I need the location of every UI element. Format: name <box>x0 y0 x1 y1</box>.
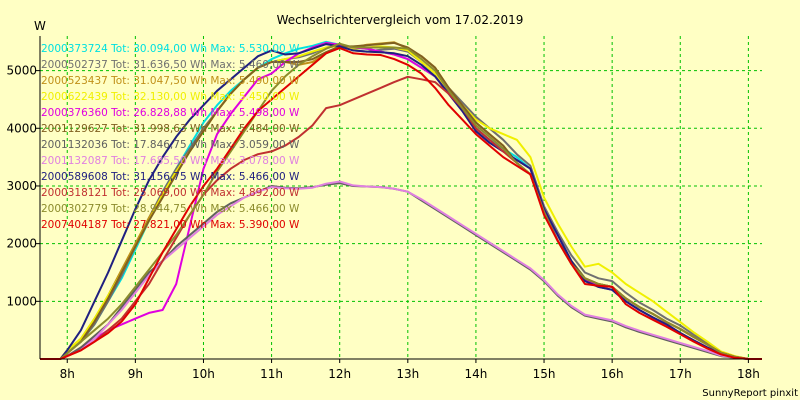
series-line-2000502737 <box>40 44 762 360</box>
legend: 2000373724 Tot: 30.094,00 Wh Max: 5.530,… <box>41 43 300 231</box>
x-tick-labels: 8h 9h 10h 11h 12h 13h 14h 15h 16h 17h 18h <box>60 359 760 381</box>
legend-entry-2007404187: 2007404187 Tot: 27.821,00 Wh Max: 5.390,… <box>41 219 300 231</box>
x-tick-label-3: 11h <box>260 367 283 381</box>
axes <box>39 36 762 360</box>
legend-entry-2000376360: 2000376360 Tot: 26.828,88 Wh Max: 5.498,… <box>41 107 300 119</box>
x-tick-label-4: 12h <box>328 367 351 381</box>
x-tick-label-1: 9h <box>128 367 143 381</box>
x-tick-label-0: 8h <box>60 367 75 381</box>
series-lines <box>40 40 762 360</box>
y-tick-label-3: 4000 <box>6 121 37 135</box>
footer-credit: SunnyReport pinxit <box>702 388 798 399</box>
chart-title: Wechselrichtervergleich vom 17.02.2019 <box>277 13 524 27</box>
legend-entry-2000373724: 2000373724 Tot: 30.094,00 Wh Max: 5.530,… <box>41 43 300 55</box>
legend-entry-2001132087: 2001132087 Tot: 17.685,50 Wh Max: 3.078,… <box>41 155 300 167</box>
x-tick-label-8: 16h <box>601 367 624 381</box>
legend-entry-2000502737: 2000502737 Tot: 31.636,50 Wh Max: 5.460,… <box>41 59 300 71</box>
series-line-2007404187 <box>40 47 762 360</box>
series-line-2000589608 <box>40 43 762 360</box>
x-tick-label-7: 15h <box>533 367 556 381</box>
y-tick-label-2: 3000 <box>6 179 37 193</box>
x-tick-label-6: 14h <box>464 367 487 381</box>
legend-entry-2000302779: 2000302779 Tot: 28.944,75 Wh Max: 5.466,… <box>41 203 300 215</box>
legend-entry-2000622439: 2000622439 Tot: 32.130,00 Wh Max: 5.450,… <box>41 91 300 103</box>
legend-entry-2000318121: 2000318121 Tot: 25.069,00 Wh Max: 4.892,… <box>41 187 300 199</box>
x-tick-label-5: 13h <box>396 367 419 381</box>
legend-entry-2000523437: 2000523437 Tot: 31.047,50 Wh Max: 5.490,… <box>41 75 300 87</box>
y-tick-label-4: 5000 <box>6 64 37 78</box>
x-tick-label-10: 18h <box>737 367 760 381</box>
x-tick-label-9: 17h <box>669 367 692 381</box>
grid-lines <box>40 36 762 359</box>
y-tick-label-1: 2000 <box>6 237 37 251</box>
y-axis-label: W <box>34 19 46 33</box>
y-tick-label-0: 1000 <box>6 294 37 308</box>
legend-entry-2001132036: 2001132036 Tot: 17.846,75 Wh Max: 3.059,… <box>41 139 300 151</box>
legend-entry-2000589608: 2000589608 Tot: 31.156,75 Wh Max: 5.466,… <box>41 171 300 183</box>
y-tick-labels: 1000 2000 3000 4000 5000 <box>6 64 40 308</box>
legend-entry-2001129627: 2001129627 Tot: 31.998,63 Wh Max: 5.484,… <box>41 123 300 135</box>
x-tick-label-2: 10h <box>192 367 215 381</box>
